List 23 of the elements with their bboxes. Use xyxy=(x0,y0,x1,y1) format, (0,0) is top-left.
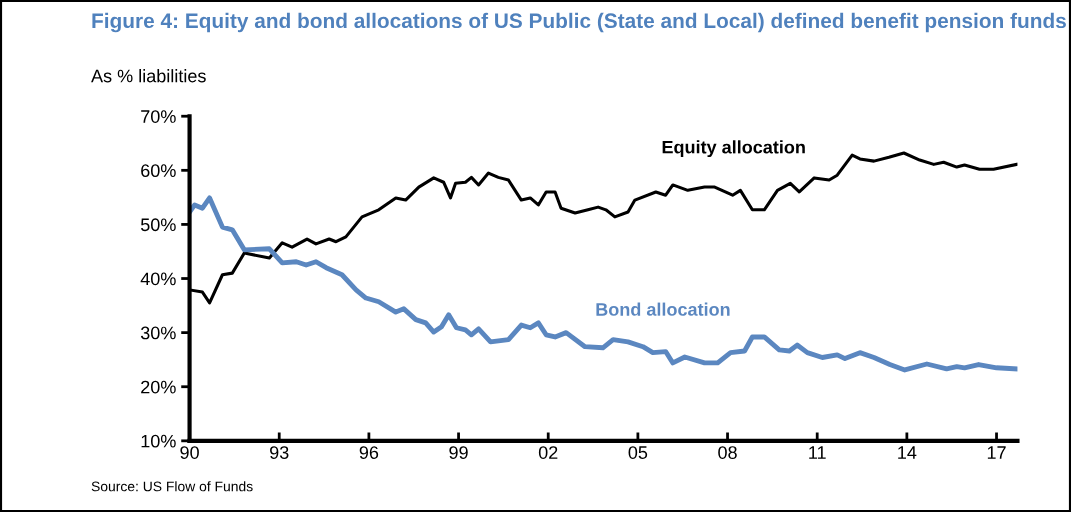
x-tick-label: 14 xyxy=(898,446,917,459)
x-tick-label: 05 xyxy=(628,446,648,459)
chart-title: Figure 4: Equity and bond allocations of US Public (State and Local) defined benefit pension funds xyxy=(92,12,1066,33)
series-label: Bond allocation xyxy=(596,302,730,316)
y-tick-label: 20% xyxy=(141,380,176,394)
chart-subtitle: As % liabilities xyxy=(91,69,206,83)
y-tick-label: 60% xyxy=(141,164,176,178)
y-tick-label: 70% xyxy=(141,110,176,123)
line-series xyxy=(189,195,1018,373)
x-tick-label: 90 xyxy=(180,446,199,459)
y-tick-label: 50% xyxy=(140,218,176,232)
source-note: Source: US Flow of Funds xyxy=(91,481,253,492)
series-label: Equity allocation xyxy=(662,140,805,158)
x-tick-label: 93 xyxy=(270,446,289,459)
x-tick-label: 11 xyxy=(809,446,826,459)
x-tick-label: 08 xyxy=(718,446,737,459)
x-tick-label: 17 xyxy=(987,446,1006,459)
x-tick-label: 02 xyxy=(538,446,558,459)
y-tick-label: 30% xyxy=(140,326,176,340)
y-tick-label: 40% xyxy=(140,272,176,286)
x-tick-label: 96 xyxy=(359,446,379,459)
x-tick-label: 99 xyxy=(449,446,468,459)
y-tick-label: 10% xyxy=(141,434,176,448)
